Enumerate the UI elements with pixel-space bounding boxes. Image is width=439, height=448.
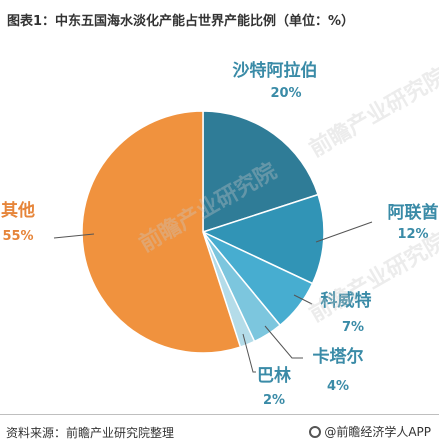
slice-label-3: 卡塔尔	[313, 346, 364, 367]
pie-slice-5	[81, 110, 242, 354]
brand-logo-icon	[309, 425, 322, 438]
slice-label-5: 其他	[1, 200, 35, 221]
leader-line-3	[264, 325, 303, 359]
slice-value-2: 7%	[342, 320, 364, 335]
brand-text: @前瞻经济学人APP	[324, 425, 431, 439]
brand: @前瞻经济学人APP	[309, 423, 431, 440]
slice-label-4: 巴林	[257, 365, 291, 386]
chart-title: 图表1：中东五国海水淡化产能占世界产能比例（单位：%）	[7, 14, 355, 29]
slice-label-0: 沙特阿拉伯	[233, 60, 318, 81]
slice-value-4: 2%	[263, 393, 285, 408]
pie-chart: 沙特阿拉伯 20% 阿联酋 12% 科威特 7% 卡塔尔 4% 巴林 2% 其他 55%	[1, 60, 439, 408]
leader-line-2	[293, 294, 313, 305]
slice-value-0: 20%	[270, 86, 301, 101]
footer: 资料来源：前瞻产业研究院整理 @前瞻经济学人APP	[0, 414, 439, 448]
leader-line-5	[53, 233, 95, 239]
slice-value-5: 55%	[2, 229, 33, 244]
slice-value-3: 4%	[327, 379, 349, 394]
leader-line-4	[242, 333, 256, 373]
leader-line-1	[315, 221, 373, 243]
source-note: 资料来源：前瞻产业研究院整理	[6, 426, 175, 440]
slice-label-2: 科威特	[321, 290, 372, 311]
slice-value-1: 12%	[397, 227, 428, 242]
pie-slice-0	[202, 110, 320, 234]
slice-label-1: 阿联酋	[388, 202, 439, 223]
